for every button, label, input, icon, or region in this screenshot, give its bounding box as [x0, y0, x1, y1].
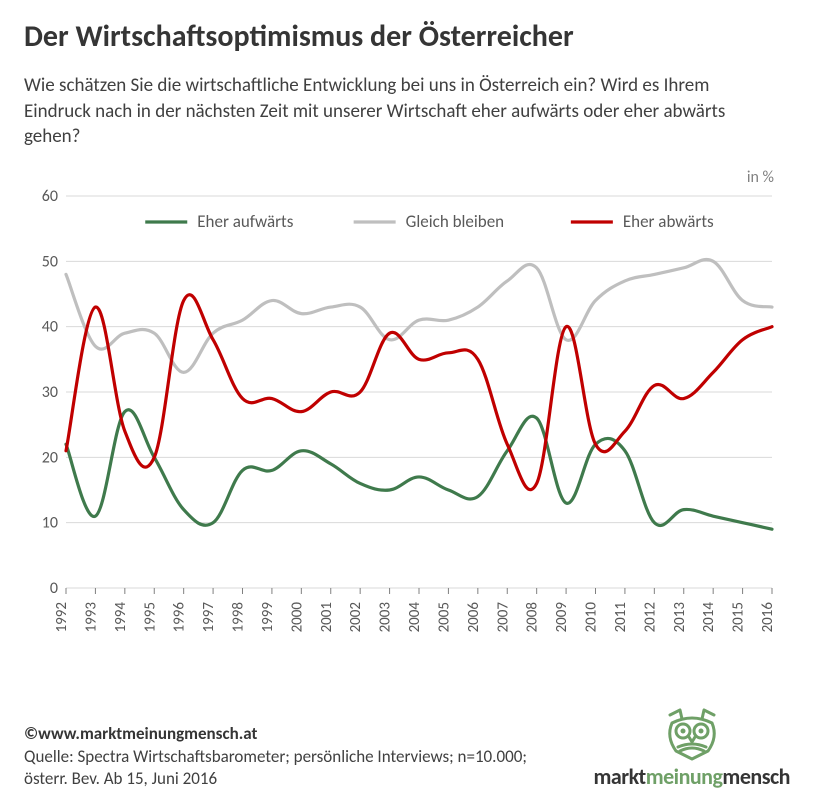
svg-text:2005: 2005 — [435, 602, 453, 632]
svg-text:20: 20 — [42, 448, 58, 467]
svg-text:2009: 2009 — [553, 602, 571, 633]
svg-text:2014: 2014 — [700, 602, 718, 633]
source-text: Quelle: Spectra Wirtschaftsbarometer; pe… — [24, 746, 544, 790]
svg-text:2006: 2006 — [465, 602, 483, 633]
svg-text:1998: 1998 — [230, 602, 248, 632]
svg-text:1992: 1992 — [53, 602, 71, 632]
unit-label: in % — [747, 168, 774, 187]
svg-text:2001: 2001 — [318, 602, 336, 632]
svg-text:2007: 2007 — [494, 602, 512, 633]
logo-text: marktmeinungmensch — [594, 763, 790, 790]
owl-icon — [660, 707, 724, 761]
svg-text:0: 0 — [50, 579, 58, 598]
svg-text:2012: 2012 — [641, 602, 659, 632]
svg-text:30: 30 — [42, 383, 58, 402]
svg-text:60: 60 — [42, 187, 58, 206]
line-chart: in % 01020304050601992199319941995199619… — [24, 178, 784, 658]
svg-text:2004: 2004 — [406, 602, 424, 633]
series-line — [66, 410, 772, 529]
svg-text:50: 50 — [42, 252, 58, 271]
svg-text:2003: 2003 — [377, 602, 395, 633]
chart-svg: 0 10 20 30 40 50 60 1992 1993 1994 1995 1996 1997 199… — [24, 178, 784, 658]
svg-text:2010: 2010 — [583, 602, 601, 633]
svg-text:2015: 2015 — [730, 602, 748, 632]
svg-text:2013: 2013 — [671, 602, 689, 633]
svg-text:2016: 2016 — [759, 602, 777, 633]
svg-text:1997: 1997 — [200, 602, 218, 633]
svg-text:1999: 1999 — [259, 602, 277, 633]
footer: ©www.marktmeinungmensch.at Quelle: Spect… — [24, 723, 790, 790]
brand-logo: marktmeinungmensch — [594, 707, 790, 790]
svg-text:1993: 1993 — [82, 602, 100, 633]
svg-text:1995: 1995 — [141, 602, 159, 632]
svg-text:2000: 2000 — [288, 602, 306, 633]
svg-text:1996: 1996 — [171, 602, 189, 633]
svg-text:10: 10 — [42, 514, 58, 533]
survey-question: Wie schätzen Sie die wirtschaftliche Ent… — [24, 73, 764, 150]
svg-text:40: 40 — [42, 318, 58, 337]
legend-label: Eher aufwärts — [197, 211, 293, 232]
svg-text:2002: 2002 — [347, 602, 365, 632]
page-title: Der Wirtschaftsoptimismus der Österreich… — [24, 18, 790, 55]
svg-text:2008: 2008 — [524, 602, 542, 632]
legend-label: Eher abwärts — [623, 211, 714, 232]
legend-label: Gleich bleiben — [406, 211, 504, 232]
svg-text:2011: 2011 — [612, 602, 630, 632]
svg-text:1994: 1994 — [112, 602, 130, 633]
